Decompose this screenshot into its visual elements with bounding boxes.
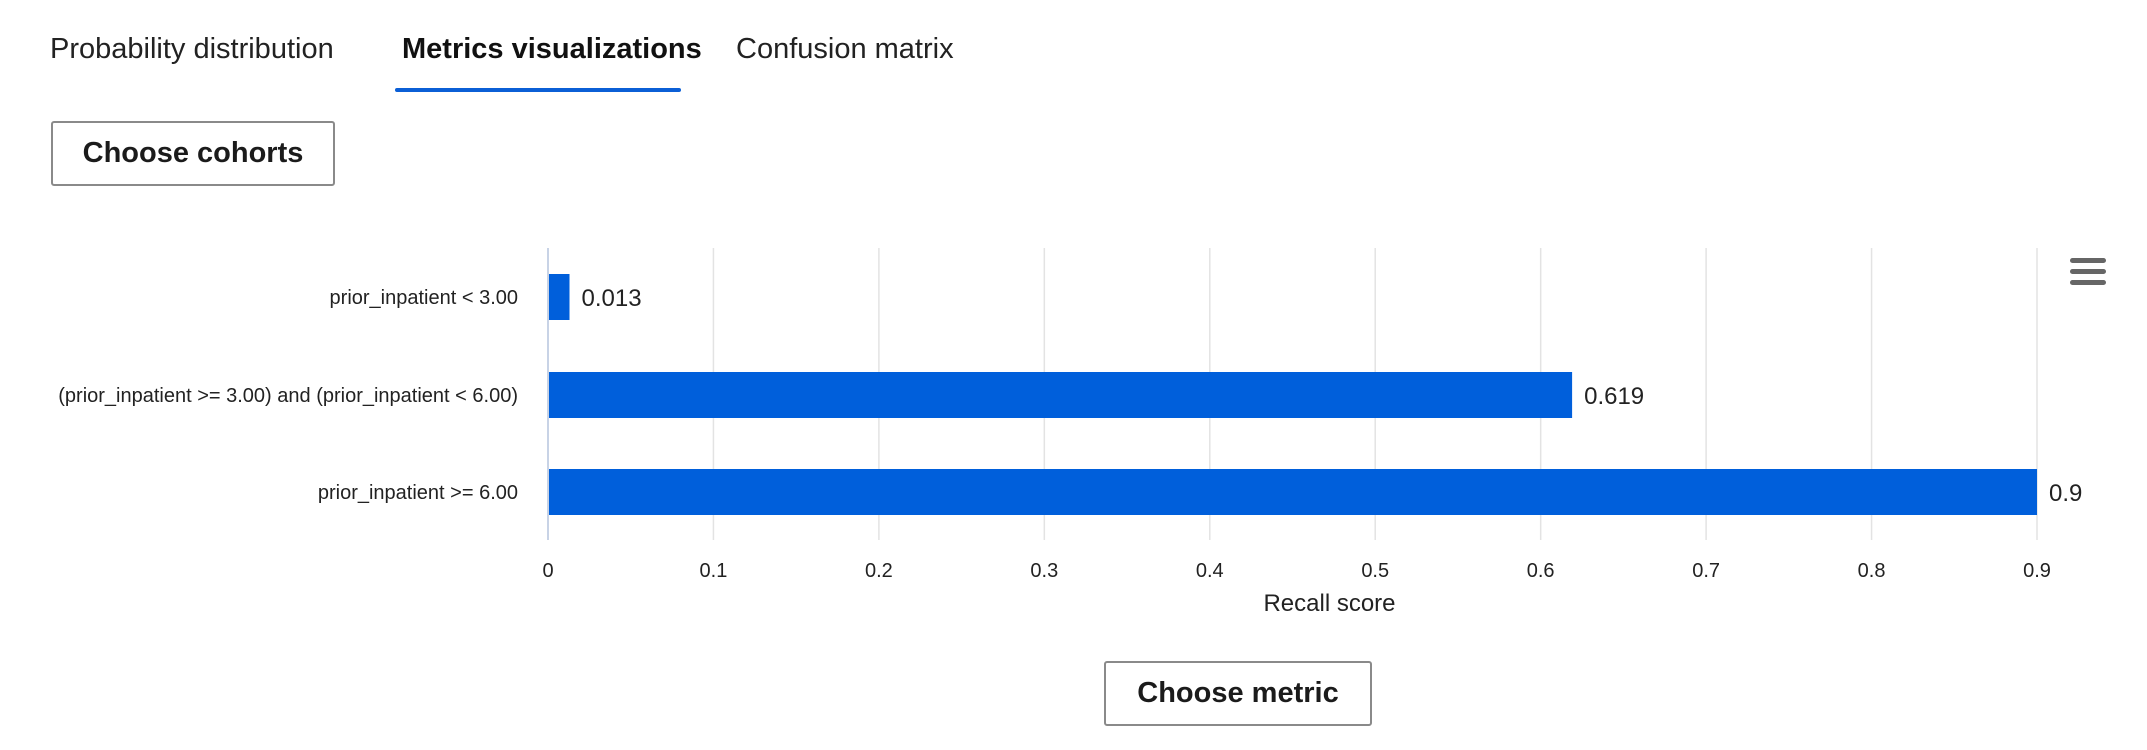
tab-metrics-visualizations[interactable]: Metrics visualizations (402, 33, 702, 65)
bar-value-label: 0.619 (1584, 383, 1644, 410)
bar (549, 372, 1573, 418)
active-tab-indicator (395, 88, 681, 92)
tab-confusion-matrix[interactable]: Confusion matrix (736, 33, 954, 65)
bar-value-label: 0.9 (2049, 480, 2082, 507)
x-tick-label: 0.5 (1361, 560, 1389, 582)
bar (549, 469, 2037, 515)
x-tick-label: 0 (542, 560, 553, 582)
x-axis-title: Recall score (1263, 590, 1395, 617)
recall-score-bar-chart: 0 0.1 0.2 0.3 0.4 0.5 0.6 0.7 0.8 0.9 prior_inpati… (58, 248, 2082, 617)
x-tick-label: 0.7 (1692, 560, 1720, 582)
category-label: prior_inpatient >= 6.00 (318, 482, 518, 504)
category-label: (prior_inpatient >= 3.00) and (prior_inp… (58, 385, 518, 407)
x-tick-label: 0.3 (1030, 560, 1058, 582)
bar (549, 274, 570, 320)
x-tick-label: 0.2 (865, 560, 893, 582)
choose-cohorts-button[interactable]: Choose cohorts (51, 121, 335, 186)
x-tick-label: 0.4 (1196, 560, 1224, 582)
x-tick-label: 0.1 (700, 560, 728, 582)
category-label: prior_inpatient < 3.00 (330, 287, 518, 309)
chart-menu-icon[interactable] (2070, 258, 2106, 288)
tab-probability-distribution[interactable]: Probability distribution (50, 33, 334, 65)
x-tick-label: 0.6 (1527, 560, 1555, 582)
choose-metric-button[interactable]: Choose metric (1104, 661, 1372, 726)
bar-value-label: 0.013 (582, 285, 642, 312)
x-tick-label: 0.9 (2023, 560, 2051, 582)
x-tick-label: 0.8 (1858, 560, 1886, 582)
